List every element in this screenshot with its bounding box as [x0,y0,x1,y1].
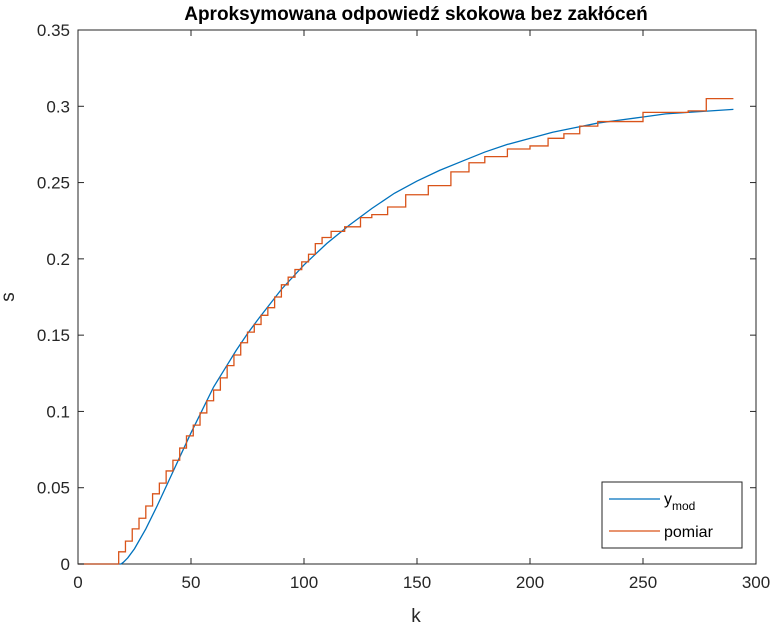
plot-area: 0 50 100 150 200 250 300 0 0.05 0.1 0.15 0.2 0.25 0.3… [37,21,770,592]
y-tick-label: 0.2 [46,250,70,269]
series-line-pomiar [78,98,734,565]
chart-title: Aproksymowana odpowiedź skokowa bez zakł… [184,4,648,25]
legend-label-pomiar: pomiar [664,524,714,541]
y-tick-label: 0.3 [46,97,70,116]
series-layer [78,98,734,565]
x-axis-label: k [411,606,421,626]
y-tick-label: 0.15 [37,326,70,345]
x-tick-label: 250 [629,573,657,592]
y-tick-label: 0.05 [37,479,70,498]
y-axis-label: s [0,292,19,302]
tick-layer: 0 50 100 150 200 250 300 0 0.05 0.1 0.15 0.2 0.25 0.3… [37,21,770,592]
y-tick-label: 0 [61,555,70,574]
legend-label-y-mod: ymod [664,491,695,513]
legend-label-y-mod-subscript: mod [672,499,695,513]
x-tick-label: 100 [290,573,318,592]
y-tick-label: 0.35 [37,21,70,40]
y-tick-label: 0.25 [37,174,70,193]
x-tick-label: 50 [182,573,201,592]
legend-box [601,481,743,549]
x-tick-label: 200 [516,573,544,592]
legend: ymod pomiar [601,481,743,549]
x-tick-label: 150 [403,573,431,592]
y-tick-label: 0.1 [46,402,70,421]
x-tick-label: 0 [73,573,82,592]
x-tick-label: 300 [742,573,770,592]
